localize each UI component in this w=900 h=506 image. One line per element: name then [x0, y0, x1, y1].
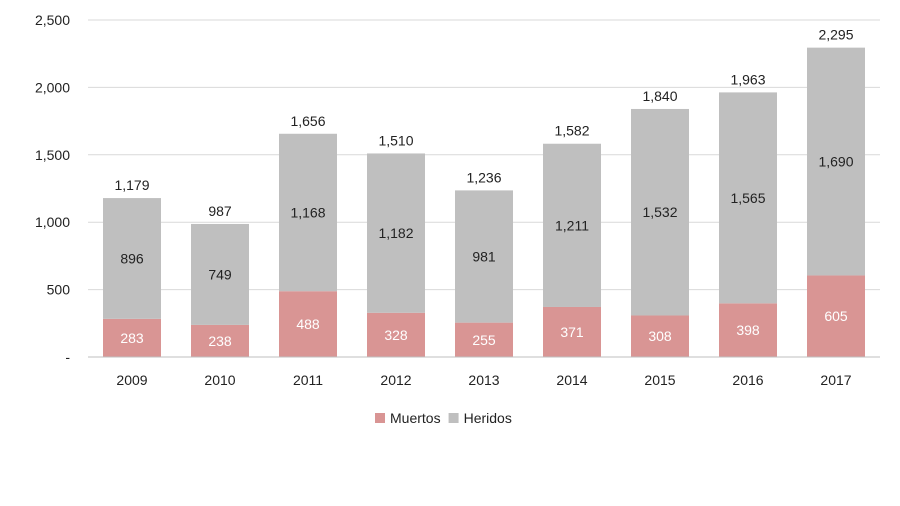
data-label-muertos-2012: 328 — [384, 327, 408, 343]
bar-muertos-2009 — [103, 318, 161, 357]
legend-label-heridos: Heridos — [464, 410, 512, 426]
total-label-2016: 1,963 — [730, 71, 765, 87]
x-tick-label-2010: 2010 — [204, 372, 235, 388]
data-label-heridos-2010: 749 — [208, 266, 232, 282]
total-label-2013: 1,236 — [466, 169, 501, 185]
bar-heridos-2010 — [191, 223, 249, 325]
bar-heridos-2011 — [279, 133, 337, 292]
total-label-2012: 1,510 — [378, 132, 413, 148]
total-label-2015: 1,840 — [642, 88, 677, 104]
x-tick-label-2013: 2013 — [468, 372, 499, 388]
data-label-muertos-2017: 605 — [824, 308, 848, 324]
bars: 283 896 1,179 238 749 987 488 1,168 1,656 328 1,18… — [103, 27, 865, 357]
y-tick-label-1500: 1,500 — [35, 147, 70, 163]
data-label-muertos-2010: 238 — [208, 333, 232, 349]
data-label-muertos-2016: 398 — [736, 322, 760, 338]
bar-heridos-2009 — [103, 198, 161, 319]
bar-muertos-2011 — [279, 291, 337, 357]
y-tick-label-0: - — [65, 349, 70, 365]
bar-muertos-2015 — [631, 315, 689, 357]
y-tick-label-2500: 2,500 — [35, 12, 70, 28]
bar-muertos-2013 — [455, 322, 513, 357]
y-tick-label-500: 500 — [47, 282, 71, 298]
x-tick-label-2012: 2012 — [380, 372, 411, 388]
data-label-heridos-2011: 1,168 — [290, 204, 325, 220]
total-label-2010: 987 — [208, 203, 232, 219]
x-axis: 2009 2010 2011 2012 2013 2014 2015 2016 2017 — [88, 356, 880, 388]
bar-muertos-2014 — [543, 306, 601, 357]
x-tick-label-2011: 2011 — [293, 372, 323, 388]
bar-heridos-2012 — [367, 153, 425, 313]
bar-heridos-2017 — [807, 47, 865, 276]
bar-muertos-2016 — [719, 303, 777, 357]
bar-heridos-2015 — [631, 108, 689, 316]
data-label-muertos-2014: 371 — [560, 324, 584, 340]
legend-swatch-muertos — [375, 413, 385, 423]
bar-heridos-2014 — [543, 143, 601, 307]
total-label-2009: 1,179 — [114, 177, 149, 193]
data-label-heridos-2015: 1,532 — [642, 204, 677, 220]
bar-heridos-2013 — [455, 190, 513, 323]
bar-heridos-2016 — [719, 92, 777, 304]
data-label-heridos-2017: 1,690 — [818, 154, 853, 170]
y-tick-label-2000: 2,000 — [35, 79, 70, 95]
data-label-muertos-2013: 255 — [472, 332, 496, 348]
data-label-heridos-2009: 896 — [120, 250, 144, 266]
data-label-muertos-2015: 308 — [648, 328, 672, 344]
data-label-muertos-2011: 488 — [296, 316, 320, 332]
x-tick-label-2009: 2009 — [116, 372, 147, 388]
data-label-muertos-2009: 283 — [120, 330, 144, 346]
bar-muertos-2012 — [367, 312, 425, 357]
bar-muertos-2010 — [191, 324, 249, 357]
data-label-heridos-2012: 1,182 — [378, 225, 413, 241]
y-axis: - 500 1,000 1,500 2,000 2,500 — [35, 12, 70, 365]
x-tick-label-2017: 2017 — [820, 372, 851, 388]
x-tick-label-2015: 2015 — [644, 372, 675, 388]
total-label-2017: 2,295 — [818, 27, 853, 43]
legend-swatch-heridos — [448, 413, 459, 423]
total-label-2014: 1,582 — [554, 123, 589, 139]
total-label-2011: 1,656 — [290, 113, 325, 129]
y-tick-label-1000: 1,000 — [35, 214, 70, 230]
data-label-heridos-2013: 981 — [472, 249, 496, 265]
x-tick-label-2014: 2014 — [556, 372, 587, 388]
legend-label-muertos: Muertos — [390, 410, 441, 426]
x-tick-label-2016: 2016 — [732, 372, 763, 388]
bar-muertos-2017 — [807, 275, 865, 357]
data-label-heridos-2016: 1,565 — [730, 190, 765, 206]
data-label-heridos-2014: 1,211 — [555, 217, 589, 233]
legend: Muertos Heridos — [375, 410, 512, 426]
